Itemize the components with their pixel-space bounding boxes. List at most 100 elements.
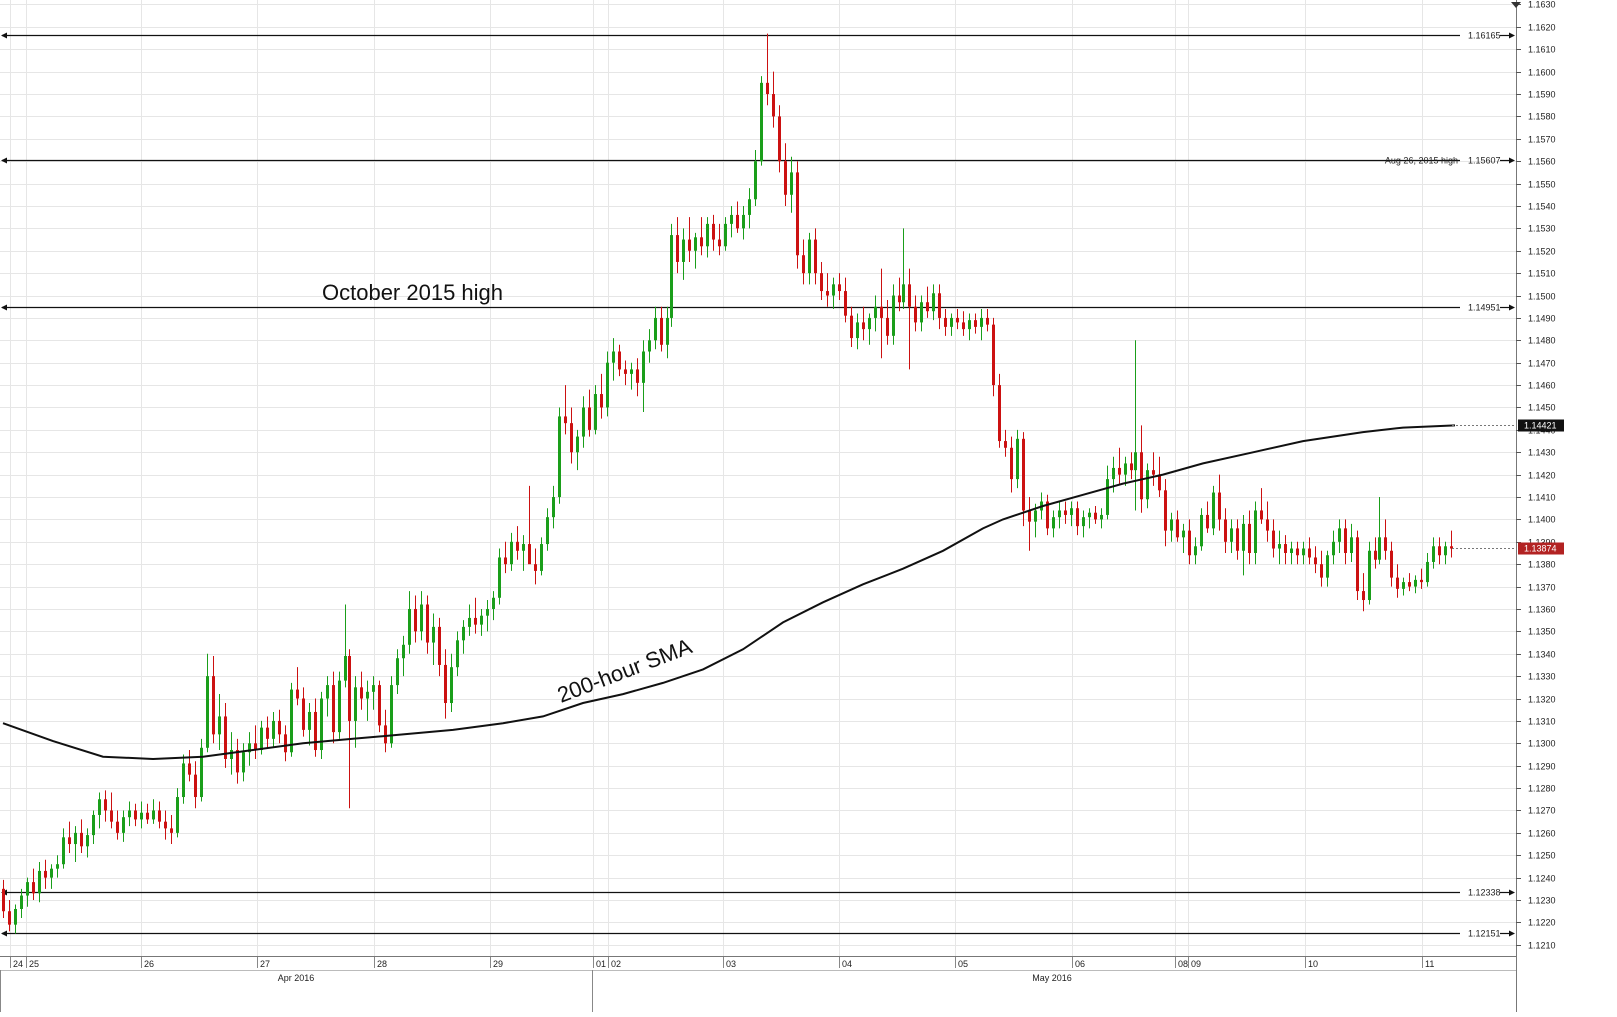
candle-body — [1140, 452, 1143, 500]
candle-body — [308, 711, 311, 730]
candle-body — [1438, 546, 1441, 556]
candle-body — [594, 394, 597, 430]
candle-body — [534, 564, 537, 571]
day-label: 29 — [493, 959, 503, 969]
candle-body — [80, 832, 83, 847]
candle-body — [1236, 528, 1239, 551]
candle-body — [1034, 510, 1037, 522]
candle-body — [1384, 537, 1387, 551]
candle-body — [974, 320, 977, 327]
day-label: 08 — [1178, 959, 1188, 969]
candle-body — [302, 698, 305, 730]
price-tick-label: 1.1210 — [1528, 941, 1556, 951]
candle-body — [1058, 510, 1061, 518]
candle-body — [706, 223, 709, 247]
candle-body — [1194, 546, 1197, 556]
price-tick-label: 1.1560 — [1528, 157, 1556, 167]
day-label: 25 — [29, 959, 39, 969]
chevron-down-icon[interactable] — [1511, 2, 1521, 8]
candle-body — [688, 239, 691, 251]
price-tick-label: 1.1520 — [1528, 247, 1556, 257]
candle-body — [492, 597, 495, 609]
candle-body — [56, 864, 59, 869]
candle-body — [212, 676, 215, 735]
candle-body — [1414, 579, 1417, 587]
candle-body — [1106, 479, 1109, 515]
candle-body — [778, 116, 781, 162]
candle-body — [772, 94, 775, 117]
price-tick-label: 1.1630 — [1528, 0, 1556, 10]
candle-body — [1450, 546, 1453, 549]
candles[interactable] — [2, 33, 1453, 934]
arrow-right-icon — [1509, 889, 1515, 896]
candle-body — [1356, 537, 1359, 592]
candle-body — [32, 882, 35, 894]
candle-body — [808, 239, 811, 274]
candle-body — [14, 908, 17, 925]
candle-body — [1182, 530, 1185, 538]
candle-body — [296, 689, 299, 699]
day-label: 03 — [726, 959, 736, 969]
price-tick-label: 1.1490 — [1528, 314, 1556, 324]
sma-line — [2, 424, 1456, 761]
price-tick-label: 1.1340 — [1528, 650, 1556, 660]
candle-body — [1004, 441, 1007, 448]
price-tick-label: 1.1400 — [1528, 515, 1556, 525]
candle-body — [1420, 579, 1423, 583]
candle-body — [868, 317, 871, 330]
candle-body — [1052, 517, 1055, 529]
day-label: 24 — [13, 959, 23, 969]
candle-body — [874, 306, 877, 318]
price-tick-label: 1.1540 — [1528, 202, 1556, 212]
candle-body — [998, 385, 1001, 442]
candle-body — [642, 351, 645, 383]
price-tick-label: 1.1270 — [1528, 806, 1556, 816]
candle-body — [188, 763, 191, 775]
candle-body — [98, 799, 101, 815]
candle-body — [1284, 544, 1287, 554]
candle-body — [980, 317, 983, 327]
price-tick-label: 1.1470 — [1528, 359, 1556, 369]
candle-body — [914, 306, 917, 323]
price-tick-label: 1.1620 — [1528, 23, 1556, 33]
candle-body — [992, 324, 995, 386]
candle-body — [468, 617, 471, 627]
candle-body — [1432, 546, 1435, 562]
candle-body — [654, 317, 657, 341]
candle-body — [176, 797, 179, 833]
candle-body — [802, 255, 805, 274]
day-label: 05 — [958, 959, 968, 969]
candle-body — [956, 317, 959, 323]
candle-body — [510, 541, 513, 565]
candle-body — [1212, 492, 1215, 529]
candle-body — [712, 223, 715, 240]
scroll-down-arrow[interactable] — [1511, 2, 1521, 8]
price-tick-label: 1.1460 — [1528, 381, 1556, 391]
candle-body — [612, 351, 615, 363]
candle-body — [1344, 528, 1347, 554]
candle-body — [1350, 537, 1353, 554]
candle-body — [790, 172, 793, 195]
candle-body — [1390, 550, 1393, 578]
candle-body — [724, 223, 727, 247]
price-tick-label: 1.1230 — [1528, 896, 1556, 906]
day-label: 01 — [596, 959, 606, 969]
candle-body — [944, 317, 947, 327]
candle-body — [546, 517, 549, 545]
candle-body — [1396, 577, 1399, 589]
candle-body — [266, 727, 269, 739]
price-tick-label: 1.1450 — [1528, 403, 1556, 413]
candle-body — [224, 716, 227, 759]
candle-body — [420, 604, 423, 632]
candle-body — [862, 322, 865, 330]
month-label: Apr 2016 — [278, 973, 315, 983]
candle-body — [1112, 467, 1115, 480]
candle-body — [920, 302, 923, 323]
candle-body — [1076, 508, 1079, 527]
candle-body — [926, 302, 929, 312]
candle-body — [1260, 510, 1263, 520]
price-tick-label: 1.1410 — [1528, 493, 1556, 503]
candle-body — [110, 810, 113, 822]
candle-body — [666, 317, 669, 345]
candle-body — [1332, 541, 1335, 556]
